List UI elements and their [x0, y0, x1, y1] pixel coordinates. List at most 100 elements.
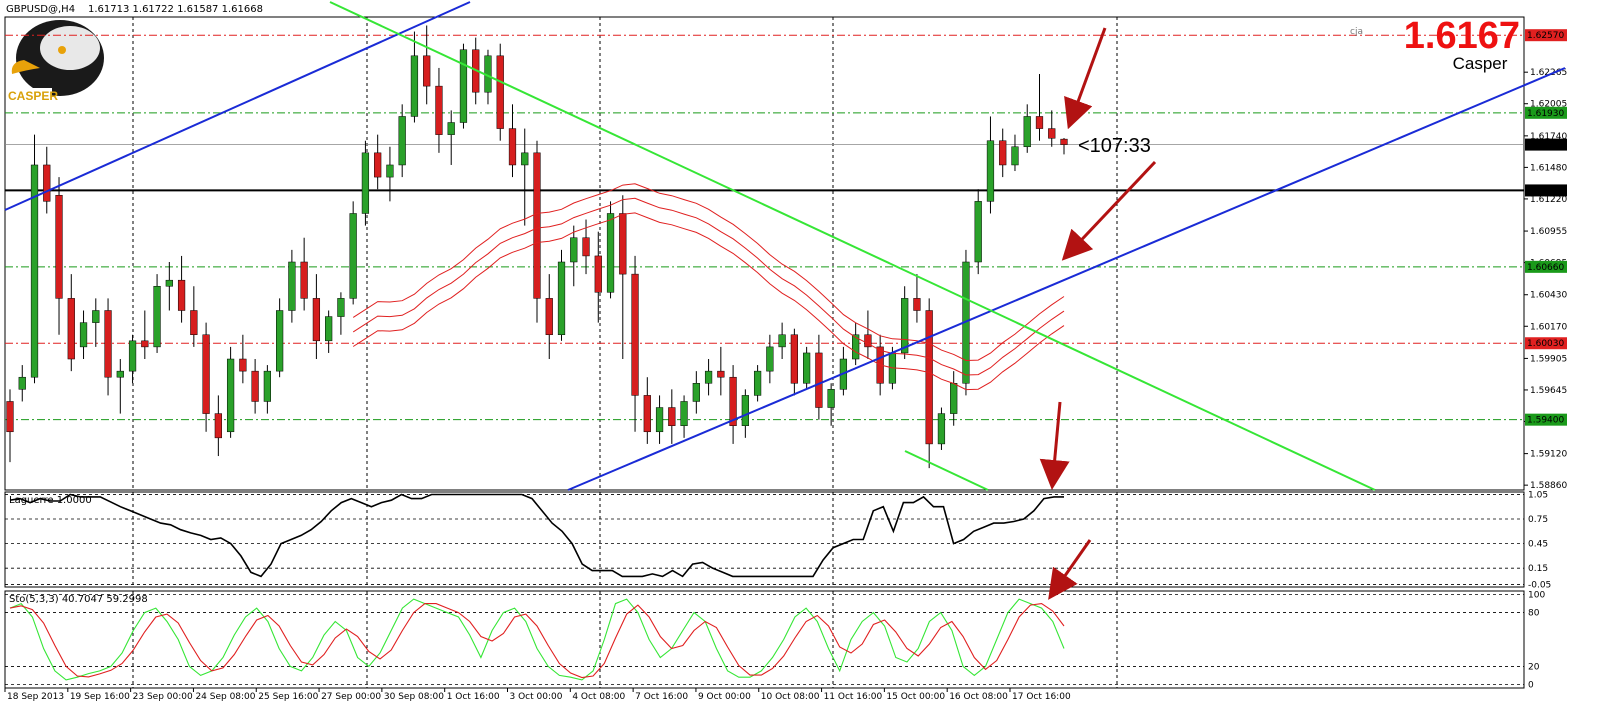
candle-body[interactable] [202, 334, 210, 414]
candle-body[interactable] [643, 395, 651, 433]
annotation-arrow [1048, 539, 1092, 600]
candle-body[interactable] [337, 298, 345, 317]
candle-body[interactable] [496, 55, 504, 129]
candle-body[interactable] [533, 152, 541, 299]
candle-body[interactable] [435, 85, 443, 135]
candle-body[interactable] [361, 152, 370, 214]
candle-body[interactable] [508, 128, 517, 166]
candle-body[interactable] [729, 376, 737, 426]
candle-body[interactable] [177, 279, 186, 311]
candle-body[interactable] [1048, 128, 1056, 139]
candle-body[interactable] [545, 298, 553, 336]
upper-channel-trendline[interactable] [4, 1, 471, 211]
candle-body[interactable] [1060, 138, 1068, 145]
candle-body[interactable] [778, 334, 786, 348]
resistance-trendline[interactable] [329, 1, 1376, 491]
time-tick-label: 23 Sep 00:00 [133, 692, 193, 702]
candle-body[interactable] [226, 358, 235, 433]
candle-body[interactable] [1011, 146, 1019, 166]
support-trendline[interactable] [567, 67, 1566, 491]
candle-body[interactable] [104, 310, 112, 378]
candle-body[interactable] [974, 201, 982, 263]
candle-body[interactable] [913, 298, 921, 311]
candle-body[interactable] [741, 395, 749, 426]
candle-body[interactable] [852, 334, 860, 360]
candle-body[interactable] [803, 352, 811, 384]
candle-body[interactable] [827, 389, 835, 408]
candle-body[interactable] [251, 370, 259, 402]
candle-body[interactable] [423, 55, 431, 87]
candle-body[interactable] [325, 316, 333, 342]
candle-body[interactable] [704, 370, 713, 384]
candle-body[interactable] [619, 213, 627, 275]
candle-body[interactable] [276, 310, 284, 372]
candle-body[interactable] [582, 237, 590, 257]
candle-body[interactable] [116, 370, 124, 378]
candle-body[interactable] [239, 358, 247, 372]
candle-body[interactable] [67, 298, 75, 360]
candle-body[interactable] [374, 152, 382, 178]
candle-body[interactable] [717, 370, 725, 378]
candle-body[interactable] [692, 383, 700, 402]
candle-body[interactable] [668, 407, 676, 426]
candle-body[interactable] [766, 346, 774, 372]
laguerre-line [9, 493, 1064, 578]
candle-body[interactable] [557, 261, 566, 336]
laguerre-tick-label: 0.15 [1528, 564, 1548, 574]
candle-body[interactable] [6, 401, 14, 433]
candle-body[interactable] [349, 213, 357, 299]
stochastic-pane[interactable]: 100 80 20 0 Sto(5,3,3) 40.7047 59.2998 [4, 590, 1545, 691]
candle-body[interactable] [398, 116, 406, 166]
time-tick-label: 27 Sep 00:00 [321, 692, 381, 702]
candle-body[interactable] [753, 370, 762, 396]
candle-body[interactable] [459, 49, 468, 123]
candle-body[interactable] [570, 237, 578, 263]
candle-body[interactable] [141, 340, 149, 348]
candle-body[interactable] [312, 298, 321, 342]
candle-body[interactable] [18, 376, 26, 390]
candle-body[interactable] [864, 334, 872, 348]
candle-body[interactable] [79, 322, 88, 348]
candle-body[interactable] [1035, 116, 1044, 129]
candle-body[interactable] [631, 273, 639, 396]
candle-body[interactable] [288, 261, 296, 311]
candle-body[interactable] [655, 407, 664, 433]
candle-body[interactable] [937, 413, 946, 445]
candle-body[interactable] [901, 298, 909, 354]
candle-body[interactable] [999, 140, 1007, 166]
candle-body[interactable] [815, 352, 823, 408]
candle-body[interactable] [950, 383, 958, 414]
candle-body[interactable] [680, 401, 688, 426]
annotation-arrow [1039, 401, 1070, 490]
candle-body[interactable] [594, 255, 602, 293]
stochastic-tick-label: 100 [1528, 591, 1545, 601]
moving-average-mid [352, 197, 1065, 376]
candle-body[interactable] [925, 310, 933, 445]
candle-body[interactable] [410, 55, 419, 117]
candle-body[interactable] [30, 164, 39, 378]
short-green-trendline[interactable] [904, 450, 989, 491]
candle-body[interactable] [606, 213, 615, 293]
candle-body[interactable] [447, 122, 455, 135]
price-pane[interactable]: 1.62265 1.62005 1.61740 1.61480 1.61220 1.609… [4, 1, 1567, 491]
candle-body[interactable] [165, 279, 173, 287]
candle-body[interactable] [300, 261, 308, 299]
candle-body[interactable] [55, 195, 63, 299]
candle-body[interactable] [128, 340, 137, 372]
candle-body[interactable] [263, 370, 271, 402]
candle-body[interactable] [92, 310, 100, 323]
candle-body[interactable] [190, 310, 198, 336]
price-tick-label: 1.60170 [1530, 322, 1567, 332]
candle-body[interactable] [386, 164, 394, 178]
candle-body[interactable] [214, 413, 222, 439]
candle-body[interactable] [153, 285, 161, 348]
candle-body[interactable] [521, 152, 529, 166]
time-tick-label: 16 Oct 08:00 [949, 692, 1008, 702]
candle-body[interactable] [43, 164, 51, 202]
candle-body[interactable] [1023, 116, 1031, 148]
stochastic-main-line [9, 598, 1065, 681]
candle-body[interactable] [790, 334, 798, 384]
candle-body[interactable] [986, 140, 995, 202]
